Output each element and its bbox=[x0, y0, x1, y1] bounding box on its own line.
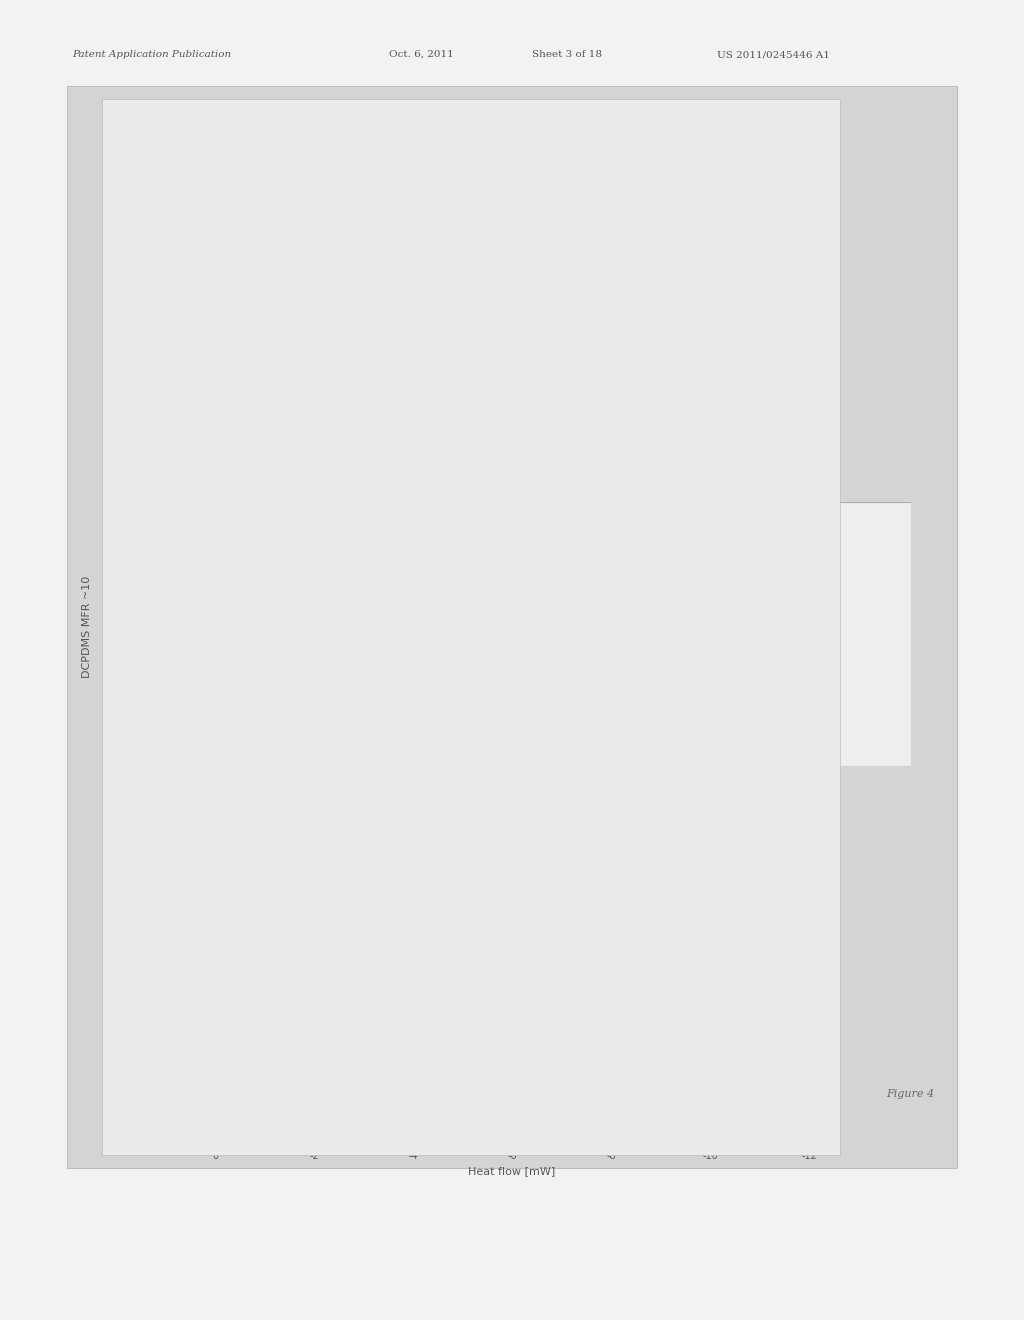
Text: Patent Application Publication: Patent Application Publication bbox=[72, 50, 230, 59]
Text: Oct. 6, 2011: Oct. 6, 2011 bbox=[389, 50, 454, 59]
Text: US 2011/0245446 A1: US 2011/0245446 A1 bbox=[717, 50, 829, 59]
Text: Figure 4: Figure 4 bbox=[886, 1089, 934, 1100]
Text: * 5wt% C2: * 5wt% C2 bbox=[735, 656, 783, 664]
FancyBboxPatch shape bbox=[686, 502, 911, 766]
Text: Sheet 3 of 18: Sheet 3 of 18 bbox=[532, 50, 602, 59]
Y-axis label: temperature [°C]: temperature [°C] bbox=[172, 582, 182, 678]
Text: -●- 0.5wt%C2: -●- 0.5wt%C2 bbox=[735, 545, 799, 553]
Text: DCPDMS MFR ~10: DCPDMS MFR ~10 bbox=[82, 576, 92, 678]
Text: -■- 0wt%C2: -■- 0wt%C2 bbox=[735, 601, 791, 609]
Text: ▲ 3.5wt% C2: ▲ 3.5wt% C2 bbox=[735, 711, 795, 719]
X-axis label: Heat flow [mW]: Heat flow [mW] bbox=[468, 1167, 556, 1176]
